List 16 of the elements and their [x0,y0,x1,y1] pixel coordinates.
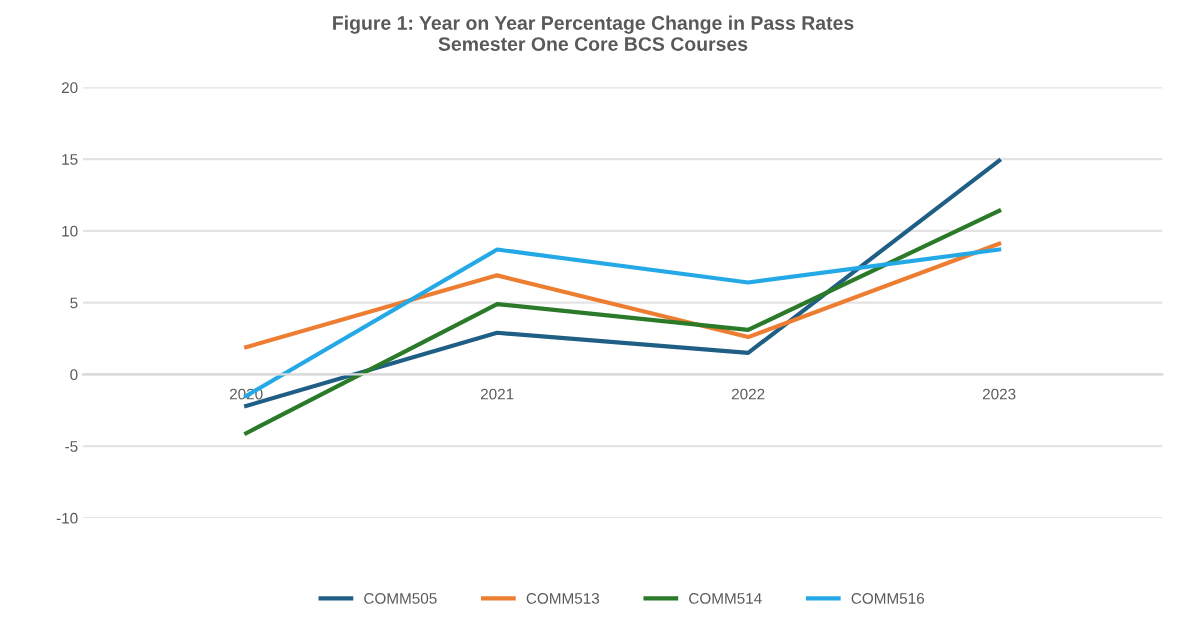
legend-label: COMM505 [364,593,437,604]
y-tick-label: 15 [62,154,78,165]
legend-label: COMM514 [689,593,762,604]
y-tick-label: -10 [56,512,78,524]
y-tick-label: 10 [62,225,78,237]
legend-label: COMM516 [851,593,924,604]
y-tick-label: 20 [61,82,78,94]
x-tick-label: 2023 [982,388,1016,400]
x-tick-label: 2021 [480,388,514,400]
y-tick-label: 0 [70,369,78,381]
line-series [244,241,1002,350]
legend-label: COMM513 [526,593,600,604]
x-tick-label: 2022 [731,388,765,400]
y-tick-label: 5 [70,297,78,309]
y-tick-label: -5 [65,441,78,452]
chart-title: Figure 1: Year on Year Percentage Change in Pass Rates Semester One Core BCS Courses [333,15,854,51]
